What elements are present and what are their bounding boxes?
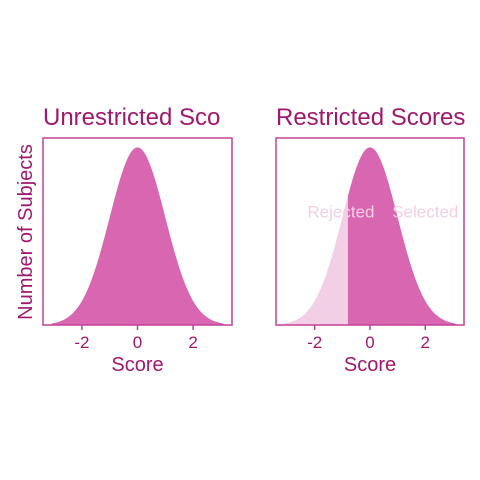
panel-title: Unrestricted Sco [43, 104, 220, 131]
x-tick-label: 2 [421, 333, 430, 352]
density-area-1 [51, 147, 224, 325]
density-area-1 [284, 196, 348, 325]
plot-area [51, 147, 224, 325]
annotations: Rejected Selected [307, 202, 458, 221]
density-area-2 [347, 147, 456, 325]
y-axis-label: Number of Subjects [15, 144, 37, 320]
x-tick-label: -2 [307, 333, 322, 352]
x-tick-label: 0 [365, 333, 374, 352]
x-tick-label: 2 [188, 333, 197, 352]
annotation-rejected: Rejected [307, 202, 374, 221]
x-axis-label: Score [344, 354, 396, 376]
x-axis: -2 0 2 [74, 325, 198, 352]
annotation-selected: Selected [392, 202, 458, 221]
x-tick-label: 0 [133, 333, 142, 352]
panel-title: Restricted Scores [276, 104, 465, 131]
plot-area [284, 147, 456, 325]
x-tick-label: -2 [74, 333, 89, 352]
x-axis: -2 0 2 [307, 325, 430, 352]
x-axis-label: Score [111, 354, 163, 376]
panel-unrestricted: Unrestricted Sco -2 0 2 Score [42, 104, 233, 376]
panel-restricted: Restricted Scores -2 0 2 Rejected Selected … [275, 104, 465, 376]
